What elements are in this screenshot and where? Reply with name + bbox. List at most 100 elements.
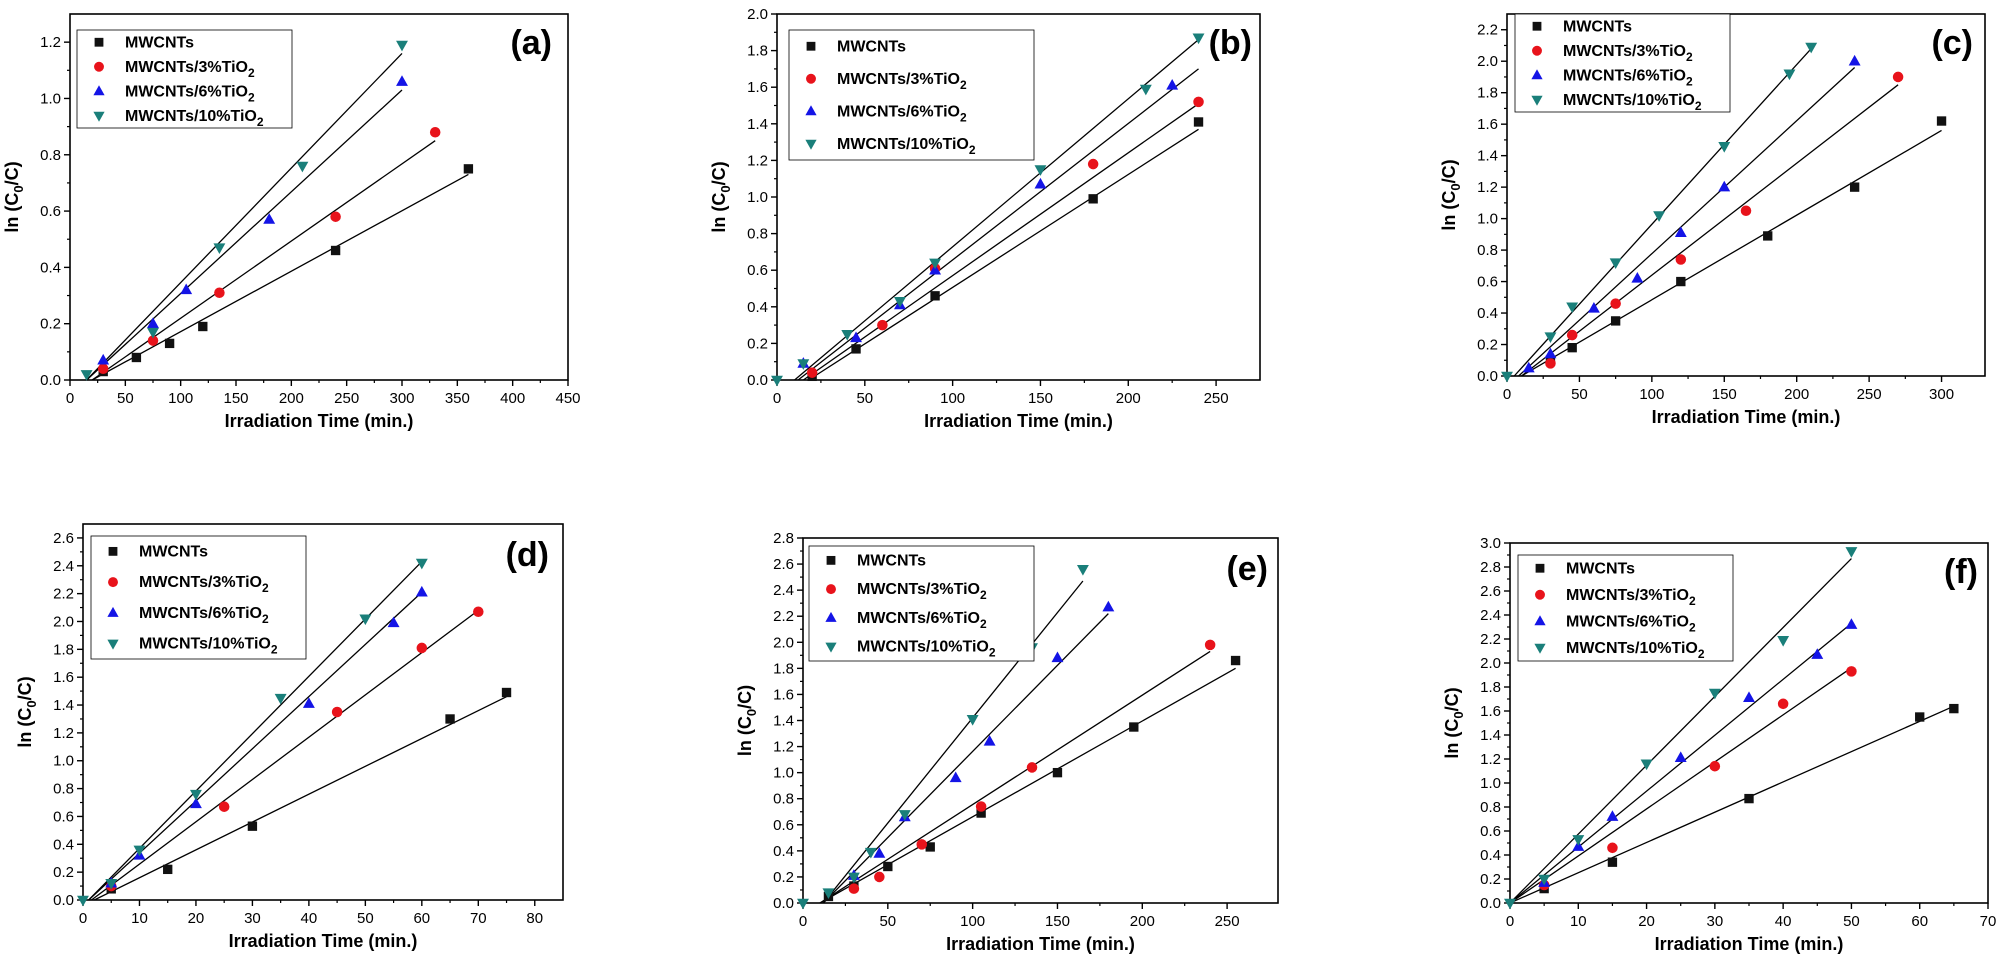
legend-marker-3	[1534, 643, 1546, 654]
data-point-2	[263, 213, 276, 224]
data-point-0	[1607, 857, 1618, 867]
data-point-2	[1102, 600, 1115, 612]
data-point-3	[1034, 165, 1047, 176]
y-tick-label: 0.2	[1477, 337, 1498, 354]
y-tick-label: 0.2	[53, 864, 74, 881]
x-tick-label: 100	[960, 913, 985, 930]
y-tick-label: 2.0	[1480, 655, 1501, 672]
y-tick-label: 1.8	[1477, 85, 1498, 102]
y-tick-label: 1.2	[1480, 751, 1501, 768]
x-tick-label: 150	[1045, 913, 1070, 930]
legend: MWCNTs MWCNTs/3%TiO2 MWCNTs/6%TiO2 MWCNTs/1…	[1517, 554, 1734, 662]
data-point-3	[1566, 302, 1579, 314]
y-tick-label: 2.6	[1480, 583, 1501, 600]
data-point-1	[1566, 329, 1578, 341]
data-point-3	[274, 693, 287, 705]
data-point-1	[97, 363, 109, 375]
legend-marker-1	[108, 577, 118, 588]
data-point-3	[864, 847, 877, 859]
fit-line-2	[86, 89, 403, 381]
legend-label: MWCNTs/6%TiO2	[1566, 613, 1696, 634]
data-point-1	[1846, 666, 1857, 677]
x-tick-label: 60	[1911, 913, 1928, 930]
y-tick-label: 2.2	[53, 586, 74, 603]
y-axis-label: ln (C0/C)	[709, 161, 733, 232]
data-point-0	[501, 687, 512, 698]
data-point-3	[966, 714, 979, 726]
x-tick-label: 50	[1843, 913, 1860, 930]
data-point-3	[77, 895, 89, 907]
data-point-2	[1743, 691, 1755, 703]
y-axis-label: ln (C0/C)	[735, 685, 759, 756]
y-tick-label: 2.4	[1480, 607, 1501, 624]
legend-label: MWCNTs	[837, 38, 906, 55]
data-point-1	[331, 706, 343, 718]
data-point-3	[893, 297, 906, 308]
data-point-0	[247, 821, 258, 831]
y-tick-label: 1.0	[747, 189, 768, 206]
data-point-0	[1949, 703, 1959, 714]
fit-line-1	[1521, 84, 1899, 377]
x-tick-label: 250	[1857, 386, 1882, 403]
legend-box	[808, 545, 1035, 662]
y-tick-label: 1.2	[773, 739, 794, 756]
data-point-1	[1193, 96, 1204, 108]
y-tick-label: 0.4	[747, 299, 768, 316]
legend-label: MWCNTs/3%TiO2	[837, 71, 967, 92]
data-point-1	[416, 642, 428, 654]
x-tick-label: 100	[940, 390, 965, 407]
data-point-1	[848, 883, 860, 894]
legend-label: MWCNTs	[1563, 18, 1632, 35]
y-tick-label: 0.8	[747, 226, 768, 243]
data-point-3	[1708, 688, 1721, 700]
fit-line-3	[86, 52, 403, 381]
y-tick-label: 0.2	[1480, 871, 1501, 888]
data-point-2	[147, 317, 159, 328]
legend-label: MWCNTs/3%TiO2	[1566, 587, 1696, 608]
data-point-0	[1763, 231, 1773, 241]
data-point-3	[213, 243, 226, 255]
data-point-1	[1026, 762, 1038, 773]
y-tick-label: 1.6	[773, 686, 794, 703]
data-point-0	[131, 352, 142, 363]
x-tick-label: 60	[413, 910, 430, 927]
y-axis-label: ln (C0/C)	[1439, 159, 1463, 230]
y-tick-label: 0.6	[773, 817, 794, 834]
data-point-0	[1230, 655, 1241, 666]
fit-line-2	[1509, 622, 1852, 904]
data-point-0	[925, 842, 935, 852]
legend: MWCNTs MWCNTs/3%TiO2 MWCNTs/6%TiO2 MWCNTs/1…	[76, 29, 293, 129]
chart-panel-c: 0 50 100 150 200 250 300 0.0 0.2 0.4 0.6 0.8 1.0 1.2 1…	[1439, 13, 1986, 427]
x-axis-label: Irradiation Time (min.)	[229, 931, 418, 951]
data-point-0	[463, 164, 474, 174]
y-tick-label: 0.4	[40, 259, 61, 276]
legend-box	[1514, 13, 1731, 113]
data-point-0	[1676, 276, 1686, 287]
data-point-2	[1606, 810, 1619, 821]
data-point-1	[1607, 842, 1618, 854]
legend-label: MWCNTs/3%TiO2	[139, 574, 269, 595]
x-tick-label: 250	[1215, 913, 1240, 930]
x-tick-label: 0	[79, 910, 87, 927]
x-tick-label: 30	[1707, 913, 1724, 930]
y-tick-label: 1.2	[40, 34, 61, 51]
y-tick-label: 1.8	[747, 43, 768, 60]
y-tick-label: 0.8	[1480, 799, 1501, 816]
x-tick-label: 0	[799, 913, 807, 930]
data-point-0	[1610, 316, 1621, 326]
data-point-3	[396, 40, 408, 52]
data-point-3	[133, 845, 146, 857]
fit-line-0	[91, 173, 469, 381]
legend-marker-2	[1534, 615, 1546, 626]
legend-label: MWCNTs	[125, 34, 194, 51]
y-tick-label: 0.0	[747, 372, 768, 389]
data-point-2	[97, 353, 110, 365]
x-tick-label: 250	[334, 390, 359, 407]
x-tick-label: 30	[244, 910, 261, 927]
x-axis-label: Irradiation Time (min.)	[946, 934, 1135, 954]
legend-marker-0	[1532, 21, 1542, 31]
data-point-3	[1783, 69, 1796, 81]
fit-line-0	[808, 128, 1199, 381]
